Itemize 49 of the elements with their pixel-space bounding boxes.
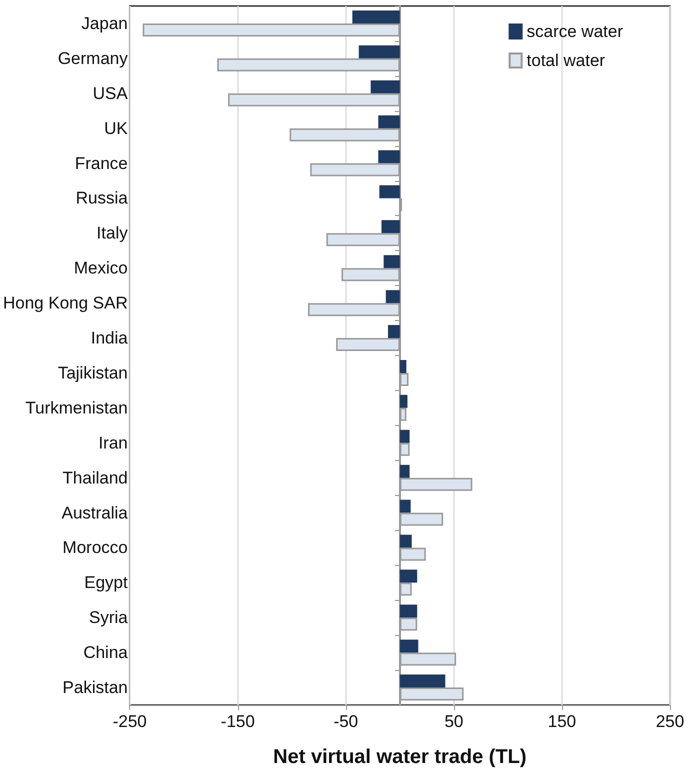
y-tick-label: Iran — [98, 433, 128, 452]
y-tick-label: Japan — [81, 14, 128, 33]
x-tick-label: 250 — [656, 712, 684, 731]
x-axis-title: Net virtual water trade (TL) — [273, 746, 527, 768]
y-tick-label: Hong Kong SAR — [2, 294, 128, 313]
y-tick-label: Australia — [62, 503, 128, 522]
y-tick-label: Egypt — [84, 573, 128, 592]
bar — [352, 10, 400, 24]
legend-label: scarce water — [526, 22, 624, 41]
y-tick-label: Italy — [96, 224, 128, 243]
y-tick-label: UK — [104, 118, 128, 138]
bar — [386, 290, 400, 304]
y-tick-label: Turkmenistan — [25, 398, 128, 418]
y-tick-label: Mexico — [74, 258, 128, 278]
x-tick-label: 150 — [548, 712, 576, 731]
bar — [400, 500, 411, 513]
bar — [400, 464, 410, 478]
y-tick-label: France — [74, 154, 128, 173]
bar — [378, 115, 400, 128]
bar — [400, 674, 446, 688]
bar — [400, 394, 408, 408]
bar — [382, 220, 400, 234]
bar — [400, 570, 418, 583]
y-tick-label: Russia — [76, 188, 128, 208]
y-tick-label: Pakistan — [62, 678, 128, 698]
bar — [384, 255, 400, 268]
bar — [400, 430, 410, 443]
y-tick-label: Tajikistan — [58, 363, 128, 382]
x-tick-label: -50 — [334, 712, 358, 731]
y-tick-label: Syria — [89, 608, 128, 628]
y-tick-label: Germany — [58, 48, 128, 68]
bar — [379, 185, 400, 198]
y-tick-label: India — [90, 328, 128, 348]
bar — [388, 325, 400, 338]
legend-label: total water — [526, 51, 606, 70]
x-tick-label: -150 — [220, 712, 255, 731]
bar — [400, 640, 418, 653]
y-tick-label: China — [83, 643, 128, 662]
y-tick-label: Thailand — [62, 468, 128, 488]
bar — [358, 45, 400, 58]
bar — [400, 534, 412, 548]
bar — [370, 80, 400, 94]
x-tick-label: 50 — [444, 712, 464, 731]
y-tick-label: Morocco — [62, 538, 128, 558]
x-tick-label: -250 — [112, 712, 147, 731]
y-tick-label: USA — [92, 84, 128, 103]
bar — [400, 360, 406, 373]
bar — [378, 150, 400, 164]
bar — [400, 604, 418, 618]
